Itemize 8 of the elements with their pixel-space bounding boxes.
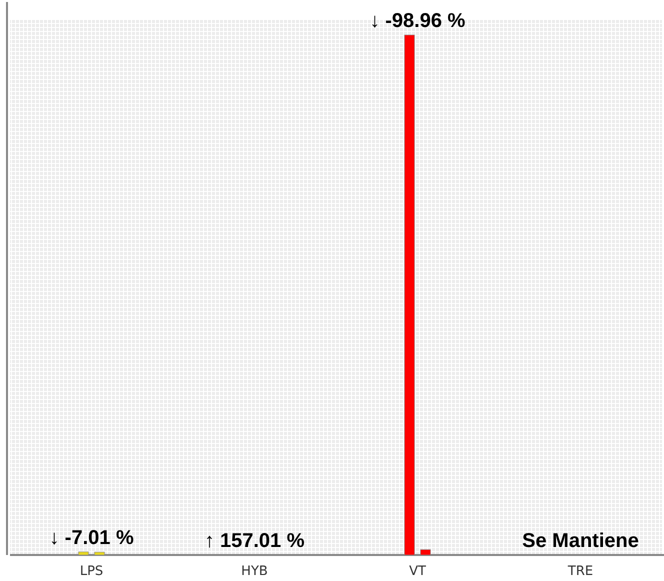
annotation: ↑ 157.01 % <box>204 530 305 552</box>
x-tick-label: VT <box>409 564 426 579</box>
annotation: ↓ -98.96 % <box>370 10 466 32</box>
x-tick-label: LPS <box>80 564 104 579</box>
x-tick-label: HYB <box>241 564 268 579</box>
x-tick-label: TRE <box>566 564 594 579</box>
annotation: Se Mantiene <box>522 530 639 552</box>
annotation: ↓ -7.01 % <box>49 526 134 549</box>
